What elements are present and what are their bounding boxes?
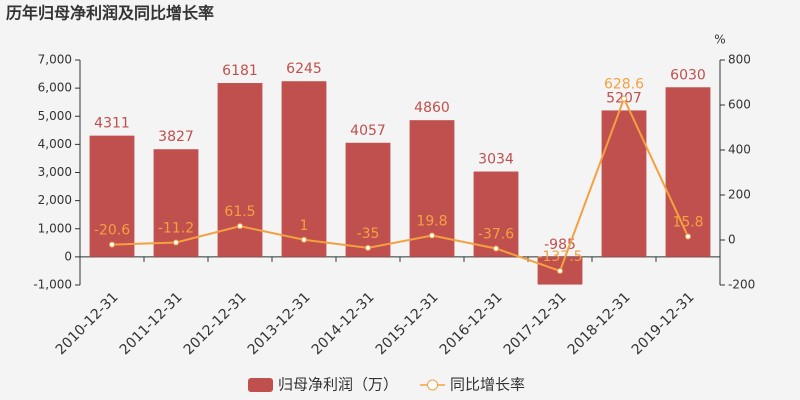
line-value-label: 1 (300, 218, 309, 234)
y-tick-label: 3,000 (38, 165, 72, 179)
y2-tick-label: 200 (728, 188, 751, 202)
bar-value-label: 4311 (94, 116, 130, 132)
bar-value-label: 3034 (478, 152, 514, 168)
bar-value-label: 6181 (222, 63, 258, 79)
y-tick-label: 6,000 (38, 81, 72, 95)
line-value-label: -11.2 (158, 221, 194, 237)
line-point (109, 241, 115, 248)
legend-label: 同比增长率 (450, 376, 525, 394)
y2-tick-label: 0 (728, 233, 736, 247)
line-value-label: -137.5 (537, 249, 582, 265)
line-point (365, 244, 371, 251)
chart-title: 历年归母净利润及同比增长率 (6, 4, 214, 23)
line-value-label: 628.6 (604, 77, 644, 93)
legend-swatch (248, 378, 273, 392)
y-tick-label: 0 (64, 249, 72, 263)
line-point (173, 239, 179, 246)
line (111, 95, 689, 273)
bar (665, 87, 711, 257)
y-tick-label: 1,000 (38, 221, 72, 235)
bar (281, 81, 327, 257)
line-point (557, 267, 563, 274)
legend-label: 归母净利润（万） (278, 376, 398, 394)
y2-axis-label: % (714, 33, 725, 47)
y2-tick-label: 400 (728, 143, 751, 157)
line-point (429, 232, 435, 239)
bar-value-label: 3827 (158, 129, 194, 145)
y-tick-label: 7,000 (38, 53, 72, 67)
line-value-label: 61.5 (224, 204, 255, 220)
y-tick-label: 2,000 (38, 193, 72, 207)
y2-tick-label: 600 (728, 98, 751, 112)
line-point (493, 245, 499, 252)
bar-value-label: 6030 (670, 67, 706, 83)
line-value-label: 19.8 (416, 214, 447, 230)
line-value-label: -35 (357, 226, 380, 242)
line-point (621, 95, 627, 102)
line-value-label: 15.8 (672, 214, 703, 230)
y-tick-label: -1,000 (33, 278, 72, 292)
bar (601, 110, 647, 257)
line-value-label: -37.6 (478, 226, 514, 242)
line-point (301, 236, 307, 243)
y2-tick-label: -200 (728, 278, 755, 292)
line-point (685, 233, 691, 240)
legend-swatch (427, 379, 439, 391)
line-point (237, 223, 243, 230)
bar (345, 142, 391, 257)
y-tick-label: 4,000 (38, 137, 72, 151)
bar-value-label: 4860 (414, 100, 450, 116)
bar-value-label: 6245 (286, 61, 322, 77)
y2-tick-label: 800 (728, 53, 751, 67)
bar-value-label: 4057 (350, 123, 386, 139)
bar (473, 171, 519, 257)
y-tick-label: 5,000 (38, 109, 72, 123)
bar (89, 135, 135, 257)
line-value-label: -20.6 (94, 223, 130, 239)
